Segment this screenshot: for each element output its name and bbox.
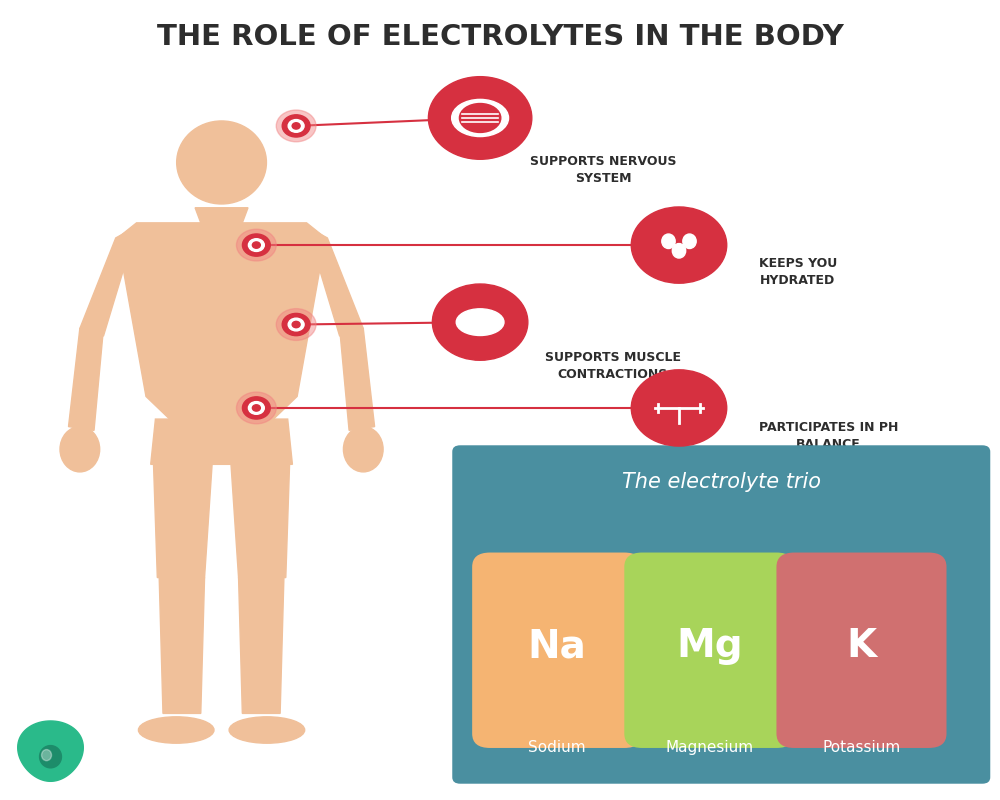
Polygon shape [195, 208, 248, 223]
Circle shape [248, 402, 264, 414]
Ellipse shape [177, 121, 266, 204]
Text: Na: Na [528, 627, 587, 666]
FancyBboxPatch shape [776, 553, 947, 748]
Circle shape [631, 370, 727, 446]
Ellipse shape [463, 310, 487, 326]
Ellipse shape [672, 243, 686, 258]
Polygon shape [154, 464, 212, 578]
Circle shape [242, 234, 270, 256]
FancyBboxPatch shape [624, 553, 794, 748]
Polygon shape [80, 226, 137, 336]
Text: The electrolyte trio: The electrolyte trio [622, 471, 821, 491]
Text: SUPPORTS NERVOUS
SYSTEM: SUPPORTS NERVOUS SYSTEM [530, 155, 676, 186]
Text: Sodium: Sodium [528, 740, 586, 755]
Circle shape [288, 119, 304, 132]
Ellipse shape [60, 426, 100, 472]
Polygon shape [239, 578, 284, 714]
Circle shape [252, 242, 260, 248]
Polygon shape [340, 329, 375, 430]
Circle shape [282, 114, 310, 137]
Ellipse shape [662, 234, 675, 249]
Ellipse shape [343, 426, 383, 472]
Circle shape [631, 207, 727, 283]
Circle shape [428, 77, 532, 159]
Text: KEEPS YOU
HYDRATED: KEEPS YOU HYDRATED [759, 257, 837, 287]
Circle shape [292, 322, 300, 328]
Circle shape [236, 229, 276, 261]
Polygon shape [18, 721, 83, 782]
Ellipse shape [40, 746, 61, 768]
Circle shape [276, 309, 316, 341]
Polygon shape [307, 226, 363, 336]
Circle shape [248, 238, 264, 251]
Polygon shape [151, 419, 292, 464]
Circle shape [292, 122, 300, 129]
Text: PARTICIPATES IN PH
BALANCE: PARTICIPATES IN PH BALANCE [759, 422, 898, 451]
Circle shape [252, 405, 260, 411]
Circle shape [276, 110, 316, 142]
Ellipse shape [229, 717, 305, 743]
Text: SUPPORTS MUSCLE
CONTRACTIONS: SUPPORTS MUSCLE CONTRACTIONS [545, 350, 681, 381]
Polygon shape [159, 578, 205, 714]
Text: THE ROLE OF ELECTROLYTES IN THE BODY: THE ROLE OF ELECTROLYTES IN THE BODY [157, 22, 843, 50]
Circle shape [242, 397, 270, 419]
Ellipse shape [683, 234, 696, 249]
Polygon shape [231, 464, 290, 578]
Text: Magnesium: Magnesium [665, 740, 753, 755]
FancyBboxPatch shape [452, 446, 990, 784]
Ellipse shape [452, 99, 509, 137]
Text: Mg: Mg [676, 627, 743, 666]
Circle shape [288, 318, 304, 331]
Ellipse shape [459, 103, 501, 133]
Text: K: K [846, 627, 877, 666]
FancyBboxPatch shape [472, 553, 642, 748]
Polygon shape [118, 223, 325, 419]
Circle shape [236, 392, 276, 424]
Polygon shape [69, 329, 103, 430]
Ellipse shape [42, 750, 52, 761]
Ellipse shape [138, 717, 214, 743]
Circle shape [282, 314, 310, 336]
Circle shape [432, 284, 528, 360]
Text: Potassium: Potassium [822, 740, 901, 755]
Ellipse shape [456, 309, 504, 335]
